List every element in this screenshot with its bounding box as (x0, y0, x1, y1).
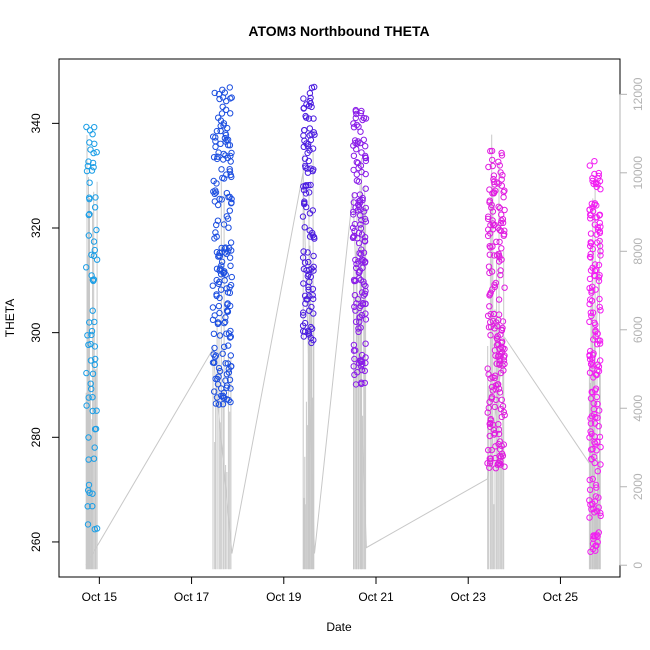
data-point (351, 153, 356, 158)
data-point (358, 129, 363, 134)
data-point (228, 240, 233, 245)
data-point (211, 331, 216, 336)
x-tick-label: Oct 23 (451, 590, 487, 604)
y2-tick-label: 8000 (631, 238, 645, 265)
data-point (354, 172, 359, 177)
y2-tick-label: 10000 (631, 156, 645, 190)
data-point (301, 133, 306, 138)
y-tick-label: 300 (29, 322, 43, 342)
data-point (212, 199, 217, 204)
data-point (220, 104, 225, 109)
data-point (210, 283, 215, 288)
y-tick-label: 260 (29, 532, 43, 552)
x-axis: Oct 15 Oct 17 Oct 19 Oct 21 Oct 23 Oct 25 (82, 577, 579, 604)
data-point (502, 285, 507, 290)
data-point (354, 147, 359, 152)
data-point (213, 144, 218, 149)
data-point (592, 159, 597, 164)
data-point (91, 150, 96, 155)
data-point (213, 139, 218, 144)
data-point (229, 274, 234, 279)
data-point (92, 125, 97, 130)
data-point (90, 132, 95, 137)
data-point (501, 195, 506, 200)
data-point (301, 96, 306, 101)
y2-tick-label: 0 (631, 562, 645, 569)
data-point (228, 111, 233, 116)
theta-points (84, 84, 604, 554)
x-tick-label: Oct 15 (82, 590, 118, 604)
data-point (219, 167, 224, 172)
data-point (363, 144, 368, 149)
data-point (94, 227, 99, 232)
y2-tick-label: 12000 (631, 77, 645, 111)
data-point (497, 239, 502, 244)
y-axis: 260 280 300 320 340 (29, 113, 59, 552)
x-tick-label: Oct 25 (543, 590, 579, 604)
data-point (227, 85, 232, 90)
y2-tick-label: 2000 (631, 473, 645, 500)
x-tick-label: Oct 17 (174, 590, 210, 604)
data-point (88, 147, 93, 152)
y2-tick-label: 4000 (631, 395, 645, 422)
distance-trace (86, 135, 601, 570)
chart-title: ATOM3 Northbound THETA (248, 23, 429, 39)
data-point (363, 186, 368, 191)
data-point (487, 304, 492, 309)
data-point (228, 263, 233, 268)
data-point (92, 141, 97, 146)
y-tick-label: 320 (29, 218, 43, 238)
data-point (217, 333, 222, 338)
data-point (225, 125, 230, 130)
data-point (87, 180, 92, 185)
data-point (214, 128, 219, 133)
data-point (361, 137, 366, 142)
data-point (218, 141, 223, 146)
data-point (224, 98, 229, 103)
x-tick-label: Oct 21 (358, 590, 394, 604)
data-point (354, 178, 359, 183)
data-point (216, 303, 221, 308)
x-axis-label: Date (326, 620, 352, 634)
y-tick-label: 340 (29, 113, 43, 133)
data-point (226, 225, 231, 230)
trace-line (86, 173, 601, 565)
data-point (587, 163, 592, 168)
y2-axis: 0 2000 4000 6000 8000 10000 12000 (620, 77, 645, 568)
data-point (210, 305, 215, 310)
data-point (222, 278, 227, 283)
data-point (307, 126, 312, 131)
data-point (84, 124, 89, 129)
y-axis-label: THETA (3, 299, 17, 337)
y2-tick-label: 6000 (631, 316, 645, 343)
data-point (227, 208, 232, 213)
x-tick-label: Oct 19 (266, 590, 302, 604)
data-point (302, 128, 307, 133)
data-point (228, 159, 233, 164)
y-tick-label: 280 (29, 427, 43, 447)
